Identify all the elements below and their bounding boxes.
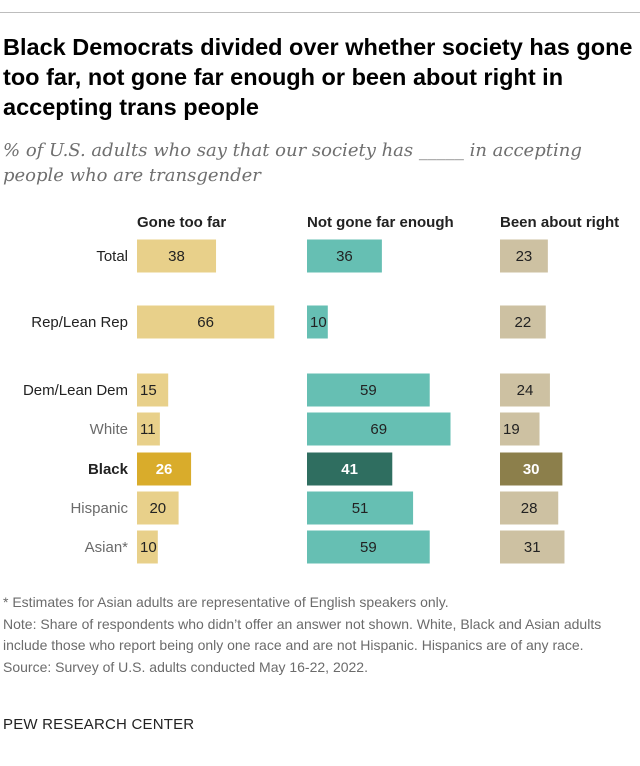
value-label-not-gone-far-enough-asian: 59 <box>360 539 377 556</box>
bar-not-gone-far-enough-asian <box>307 530 430 564</box>
brand-logo-text: PEW RESEARCH CENTER <box>3 716 195 733</box>
bar-not-gone-far-enough-rep-lean-rep <box>307 305 328 339</box>
value-label-not-gone-far-enough-rep-lean-rep: 10 <box>310 314 327 331</box>
value-label-gone-too-far-hispanic: 20 <box>149 500 166 517</box>
value-label-not-gone-far-enough-hispanic: 51 <box>352 500 369 517</box>
bar-not-gone-far-enough-total <box>307 239 382 273</box>
bar-been-about-right-asian <box>500 530 565 564</box>
bar-gone-too-far-total <box>137 239 217 273</box>
value-label-gone-too-far-total: 38 <box>168 248 185 265</box>
value-label-been-about-right-rep-lean-rep: 22 <box>515 314 532 331</box>
bar-gone-too-far-rep-lean-rep <box>137 305 275 339</box>
chart-subtitle: % of U.S. adults who say that our societ… <box>3 140 582 186</box>
value-label-not-gone-far-enough-black: 41 <box>341 461 358 478</box>
column-header-gone-too-far: Gone too far <box>137 214 226 231</box>
row-label-black: Black <box>88 461 129 478</box>
value-label-gone-too-far-rep-lean-rep: 66 <box>197 314 214 331</box>
value-label-gone-too-far-dem-lean-dem: 15 <box>140 382 157 399</box>
value-label-been-about-right-dem-lean-dem: 24 <box>517 382 534 399</box>
value-label-gone-too-far-asian: 10 <box>140 539 157 556</box>
footnote-note: Note: Share of respondents who didn’t of… <box>3 615 602 654</box>
bar-been-about-right-hispanic <box>500 491 559 525</box>
bar-been-about-right-dem-lean-dem <box>500 373 550 407</box>
row-label-rep-lean-rep: Rep/Lean Rep <box>31 314 128 331</box>
value-label-gone-too-far-white: 11 <box>140 421 156 438</box>
chart-title: Black Democrats divided over whether soc… <box>3 34 633 120</box>
bar-been-about-right-white <box>500 412 540 446</box>
bar-gone-too-far-black <box>137 452 192 486</box>
value-label-been-about-right-black: 30 <box>523 461 540 478</box>
value-label-been-about-right-white: 19 <box>503 421 520 438</box>
bar-not-gone-far-enough-white <box>307 412 451 446</box>
row-label-hispanic: Hispanic <box>70 500 128 517</box>
top-rule <box>0 12 640 13</box>
bar-not-gone-far-enough-hispanic <box>307 491 414 525</box>
row-label-total: Total <box>96 248 128 265</box>
bar-not-gone-far-enough-dem-lean-dem <box>307 373 430 407</box>
bar-gone-too-far-dem-lean-dem <box>137 373 169 407</box>
bar-been-about-right-rep-lean-rep <box>500 305 546 339</box>
footnotes: * Estimates for Asian adults are represe… <box>3 592 633 678</box>
footnote-asian: * Estimates for Asian adults are represe… <box>3 594 449 610</box>
row-label-asian: Asian* <box>85 539 129 556</box>
value-label-been-about-right-total: 23 <box>516 248 533 265</box>
value-label-gone-too-far-black: 26 <box>156 461 173 478</box>
footnote-source: Source: Survey of U.S. adults conducted … <box>3 658 368 675</box>
bar-not-gone-far-enough-black <box>307 452 393 486</box>
bar-been-about-right-total <box>500 239 548 273</box>
bar-gone-too-far-asian <box>137 530 158 564</box>
bar-chart: Gone too far Not gone far enough Been abou… <box>23 214 619 564</box>
value-label-not-gone-far-enough-total: 36 <box>336 248 353 265</box>
row-label-white: White <box>90 421 128 438</box>
value-label-not-gone-far-enough-white: 69 <box>370 421 387 438</box>
bar-gone-too-far-white <box>137 412 160 446</box>
value-label-been-about-right-hispanic: 28 <box>521 500 538 517</box>
value-label-been-about-right-asian: 31 <box>524 539 541 556</box>
bar-been-about-right-black <box>500 452 563 486</box>
column-header-not-gone-far-enough: Not gone far enough <box>307 214 454 231</box>
value-label-not-gone-far-enough-dem-lean-dem: 59 <box>360 382 377 399</box>
row-label-dem-lean-dem: Dem/Lean Dem <box>23 382 128 399</box>
bar-gone-too-far-hispanic <box>137 491 179 525</box>
column-header-been-about-right: Been about right <box>500 214 619 231</box>
